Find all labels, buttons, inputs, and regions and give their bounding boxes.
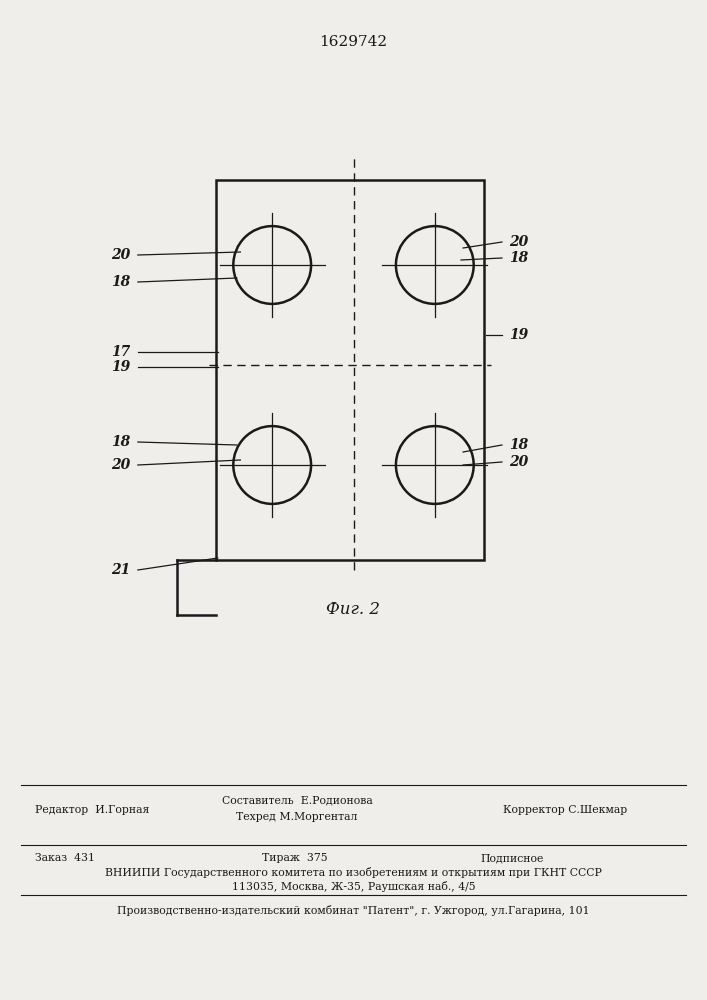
Ellipse shape <box>233 426 311 504</box>
Text: Составитель  Е.Родионова: Составитель Е.Родионова <box>221 795 373 805</box>
Text: 18: 18 <box>112 275 131 289</box>
Bar <box>216 180 484 560</box>
Ellipse shape <box>396 226 474 304</box>
Text: 19: 19 <box>509 328 528 342</box>
Text: 21: 21 <box>112 563 131 577</box>
Text: 20: 20 <box>112 458 131 472</box>
Text: Фиг. 2: Фиг. 2 <box>327 601 380 618</box>
Ellipse shape <box>396 426 474 504</box>
Text: Производственно-издательский комбинат "Патент", г. Ужгород, ул.Гагарина, 101: Производственно-издательский комбинат "П… <box>117 904 590 916</box>
Text: 17: 17 <box>112 345 131 359</box>
Text: ВНИИПИ Государственного комитета по изобретениям и открытиям при ГКНТ СССР: ВНИИПИ Государственного комитета по изоб… <box>105 866 602 878</box>
Text: Подписное: Подписное <box>481 853 544 863</box>
Text: 113035, Москва, Ж-35, Раушская наб., 4/5: 113035, Москва, Ж-35, Раушская наб., 4/5 <box>232 880 475 892</box>
Text: 20: 20 <box>509 455 528 469</box>
Text: Корректор С.Шекмар: Корректор С.Шекмар <box>503 805 628 815</box>
Text: Тираж  375: Тираж 375 <box>262 853 327 863</box>
Text: 20: 20 <box>509 235 528 249</box>
Text: Техред М.Моргентал: Техред М.Моргентал <box>236 812 358 822</box>
Text: 1629742: 1629742 <box>320 35 387 49</box>
Text: 20: 20 <box>112 248 131 262</box>
Text: 18: 18 <box>509 438 528 452</box>
Text: 19: 19 <box>112 360 131 374</box>
Text: Редактор  И.Горная: Редактор И.Горная <box>35 805 150 815</box>
Text: 18: 18 <box>509 251 528 265</box>
Text: Заказ  431: Заказ 431 <box>35 853 95 863</box>
Ellipse shape <box>233 226 311 304</box>
Text: 18: 18 <box>112 435 131 449</box>
